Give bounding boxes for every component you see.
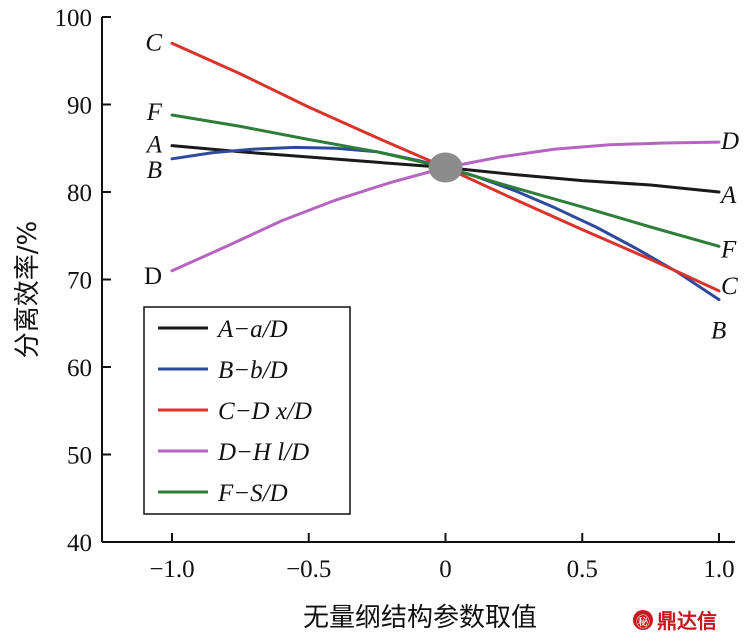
- series-left-label: F: [146, 99, 163, 126]
- y-tick-label: 50: [67, 443, 92, 470]
- legend-entry: B−b/D: [218, 357, 288, 384]
- x-tick-label: 0: [439, 556, 452, 583]
- series-right-label: C: [721, 273, 738, 300]
- watermark: ㊙ 鼎达信: [633, 609, 717, 633]
- x-tick-label: 1.0: [703, 556, 734, 583]
- y-tick-label: 70: [67, 268, 92, 295]
- y-axis-title: 分离效率/%: [13, 221, 43, 358]
- watermark-logo-glyph: ㊙: [636, 615, 650, 631]
- y-tick-label: 60: [67, 355, 92, 382]
- series-left-label: D: [144, 263, 162, 290]
- legend-entry: C−D x/D: [218, 398, 312, 425]
- watermark-text: 鼎达信: [657, 609, 717, 633]
- y-tick-label: 40: [67, 530, 92, 557]
- series-left-label: A: [145, 132, 163, 159]
- legend: A−a/D B−b/D C−D x/D D−H l/D F−S/D: [143, 306, 351, 515]
- center-point: [428, 152, 463, 183]
- series-right-label: B: [711, 318, 726, 345]
- series-right-label: A: [719, 182, 737, 209]
- legend-entry: A−a/D: [216, 316, 288, 343]
- series-right-label: D: [720, 128, 739, 155]
- x-tick-label: −0.5: [286, 556, 331, 583]
- x-tick-label: −1.0: [149, 556, 194, 583]
- series-right-label: F: [720, 236, 737, 263]
- axis-titles: 无量纲结构参数取值 分离效率/%: [13, 221, 537, 633]
- x-axis-title: 无量纲结构参数取值: [303, 603, 537, 633]
- y-tick-label: 90: [67, 93, 92, 120]
- axes: 40 50 60 70 80 90 100 −1.0 −0.5 0 0.5 1.0: [55, 5, 735, 583]
- series-left-label: C: [145, 29, 162, 56]
- x-tick-label: 0.5: [567, 556, 598, 583]
- y-tick-label: 100: [55, 5, 93, 32]
- series-left-label: B: [147, 157, 162, 184]
- legend-entry: F−S/D: [217, 480, 288, 507]
- legend-entry: D−H l/D: [217, 439, 309, 466]
- watermark-logo-icon: [633, 610, 653, 630]
- y-tick-label: 80: [67, 180, 92, 207]
